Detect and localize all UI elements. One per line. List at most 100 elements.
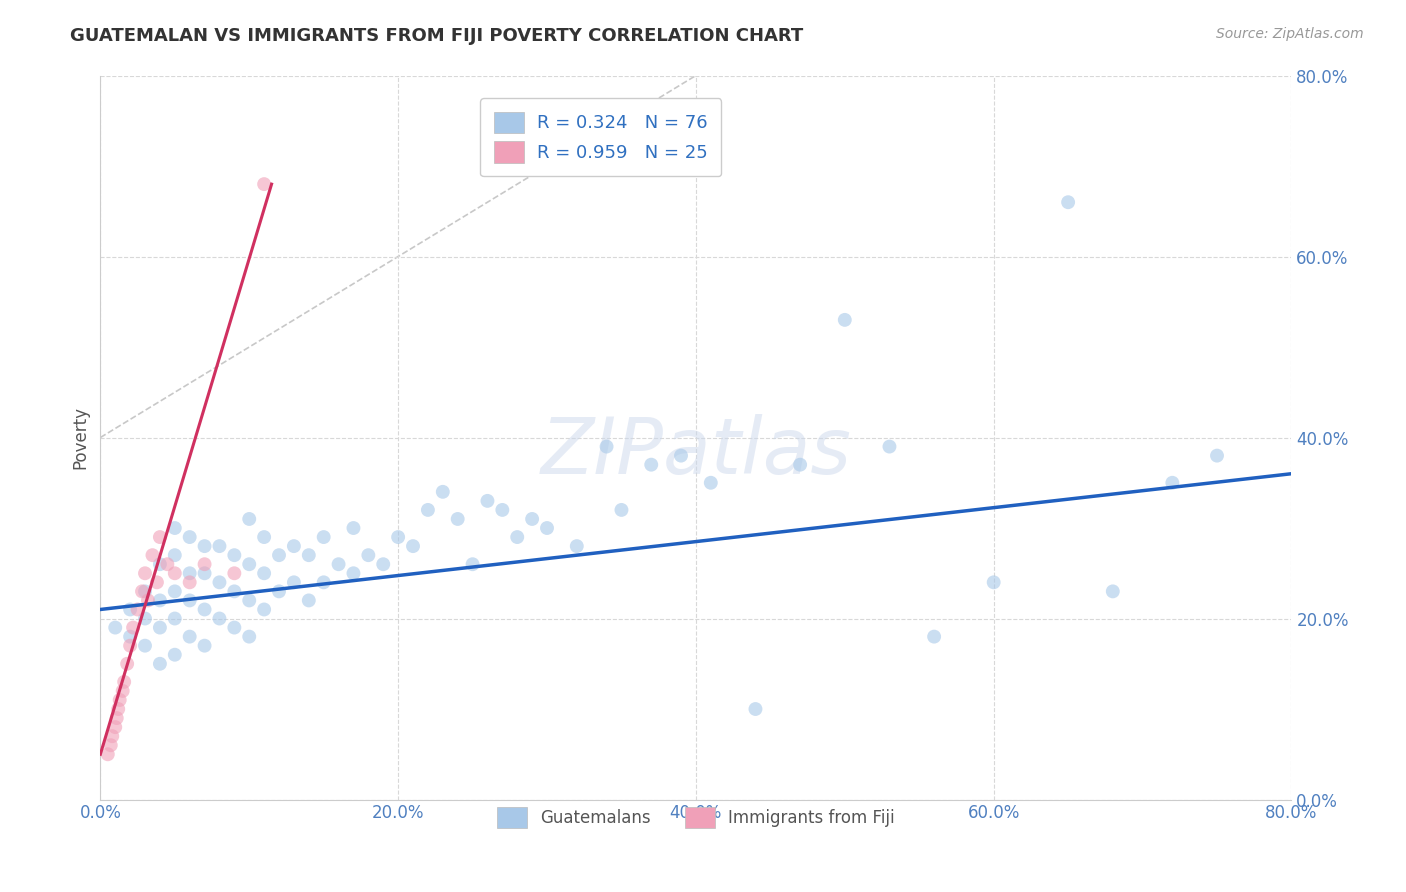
Point <box>224 584 246 599</box>
Point <box>253 602 276 616</box>
Point <box>1161 475 1184 490</box>
Point <box>194 602 217 616</box>
Point <box>416 503 439 517</box>
Point <box>149 621 172 635</box>
Point <box>149 530 172 544</box>
Point <box>112 674 135 689</box>
Point <box>267 548 290 562</box>
Point <box>127 602 149 616</box>
Point <box>224 566 246 581</box>
Point <box>238 630 260 644</box>
Point <box>146 575 169 590</box>
Point <box>283 539 305 553</box>
Point <box>253 566 276 581</box>
Text: ZIPatlas: ZIPatlas <box>540 414 852 490</box>
Point <box>163 548 186 562</box>
Point <box>131 584 153 599</box>
Point <box>163 648 186 662</box>
Point <box>179 566 201 581</box>
Point <box>477 494 499 508</box>
Point <box>156 558 179 572</box>
Point <box>402 539 425 553</box>
Point <box>134 611 156 625</box>
Point <box>208 539 231 553</box>
Point <box>491 503 513 517</box>
Point <box>107 702 129 716</box>
Point <box>208 575 231 590</box>
Point <box>105 711 128 725</box>
Point <box>1206 449 1229 463</box>
Point <box>387 530 409 544</box>
Point <box>238 512 260 526</box>
Point <box>312 530 335 544</box>
Point <box>120 639 142 653</box>
Point <box>432 484 454 499</box>
Point <box>120 602 142 616</box>
Point <box>120 630 142 644</box>
Point <box>149 657 172 671</box>
Point <box>298 593 321 607</box>
Point <box>108 693 131 707</box>
Point <box>879 440 901 454</box>
Point <box>179 575 201 590</box>
Point <box>104 720 127 734</box>
Point <box>149 593 172 607</box>
Point <box>789 458 811 472</box>
Point <box>283 575 305 590</box>
Point <box>506 530 529 544</box>
Point <box>536 521 558 535</box>
Point <box>104 621 127 635</box>
Point <box>700 475 723 490</box>
Point <box>194 566 217 581</box>
Point <box>115 657 138 671</box>
Point <box>136 593 159 607</box>
Y-axis label: Poverty: Poverty <box>72 406 89 469</box>
Point <box>179 630 201 644</box>
Point <box>267 584 290 599</box>
Point <box>1057 195 1080 210</box>
Point <box>100 738 122 752</box>
Point <box>122 621 145 635</box>
Point <box>141 548 163 562</box>
Point <box>565 539 588 553</box>
Point <box>520 512 543 526</box>
Point <box>97 747 120 762</box>
Point <box>610 503 633 517</box>
Point <box>312 575 335 590</box>
Point <box>373 558 395 572</box>
Point <box>163 566 186 581</box>
Point <box>253 177 276 191</box>
Point <box>983 575 1005 590</box>
Point <box>224 621 246 635</box>
Point <box>595 440 617 454</box>
Point <box>163 521 186 535</box>
Point <box>461 558 484 572</box>
Point <box>669 449 692 463</box>
Point <box>163 611 186 625</box>
Point <box>253 530 276 544</box>
Point <box>744 702 766 716</box>
Point <box>447 512 470 526</box>
Point <box>134 584 156 599</box>
Legend: Guatemalans, Immigrants from Fiji: Guatemalans, Immigrants from Fiji <box>491 800 901 835</box>
Point <box>357 548 380 562</box>
Point <box>194 558 217 572</box>
Point <box>111 684 134 698</box>
Point <box>101 729 124 743</box>
Text: GUATEMALAN VS IMMIGRANTS FROM FIJI POVERTY CORRELATION CHART: GUATEMALAN VS IMMIGRANTS FROM FIJI POVER… <box>70 27 804 45</box>
Point <box>328 558 350 572</box>
Point <box>238 558 260 572</box>
Point <box>134 566 156 581</box>
Point <box>163 584 186 599</box>
Point <box>342 566 364 581</box>
Point <box>298 548 321 562</box>
Point <box>179 593 201 607</box>
Point <box>640 458 662 472</box>
Point <box>224 548 246 562</box>
Point <box>238 593 260 607</box>
Point <box>149 558 172 572</box>
Text: Source: ZipAtlas.com: Source: ZipAtlas.com <box>1216 27 1364 41</box>
Point <box>922 630 945 644</box>
Point <box>208 611 231 625</box>
Point <box>194 639 217 653</box>
